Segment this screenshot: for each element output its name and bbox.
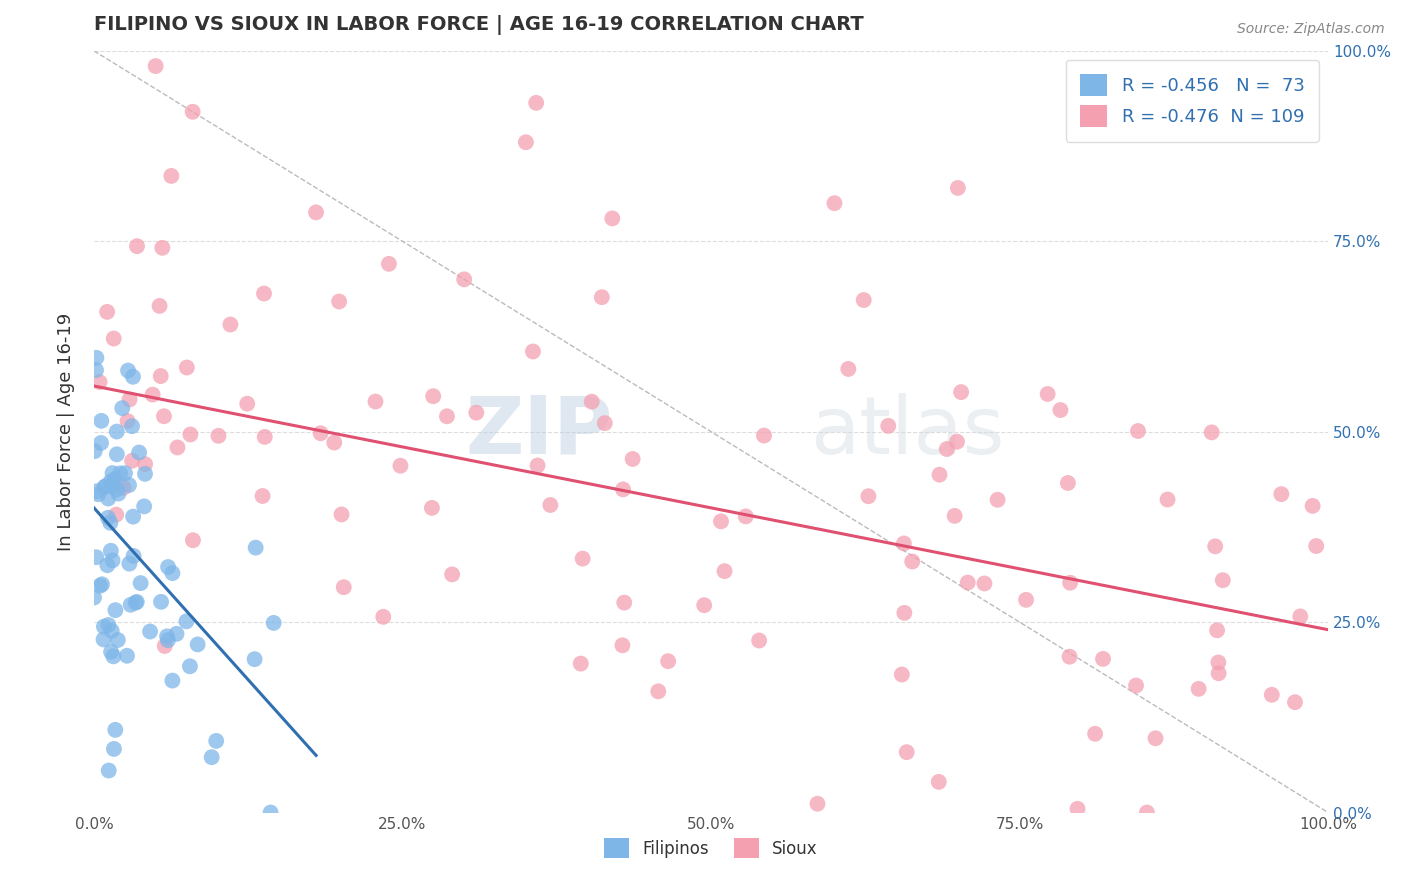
Point <box>97 764 120 778</box>
Point <box>364 394 387 409</box>
Point <box>1208 666 1230 681</box>
Point <box>1208 656 1230 670</box>
Point <box>104 472 127 486</box>
Point <box>93 620 115 634</box>
Point <box>100 475 122 489</box>
Point <box>378 257 401 271</box>
Point <box>1187 681 1209 696</box>
Point <box>122 369 145 384</box>
Point <box>118 478 141 492</box>
Point <box>134 500 156 514</box>
Point <box>236 397 259 411</box>
Point <box>1270 487 1292 501</box>
Point <box>86 351 108 365</box>
Point <box>600 211 623 226</box>
Point <box>852 293 875 307</box>
Point <box>166 441 188 455</box>
Point <box>1049 403 1071 417</box>
Point <box>93 632 115 647</box>
Point <box>121 454 143 468</box>
Point <box>153 639 176 653</box>
Point <box>422 389 444 403</box>
Point <box>105 483 128 497</box>
Point <box>176 615 198 629</box>
Point <box>453 272 475 286</box>
Point <box>893 536 915 550</box>
Point <box>1125 679 1147 693</box>
Point <box>253 430 276 444</box>
Point <box>252 489 274 503</box>
Point <box>101 478 124 492</box>
Point <box>710 514 733 528</box>
Point <box>571 551 593 566</box>
Point <box>1059 575 1081 590</box>
Point <box>96 558 118 573</box>
Point <box>84 550 107 565</box>
Text: FILIPINO VS SIOUX IN LABOR FORCE | AGE 16-19 CORRELATION CHART: FILIPINO VS SIOUX IN LABOR FORCE | AGE 1… <box>94 15 863 35</box>
Point <box>125 239 148 253</box>
Point <box>1084 727 1107 741</box>
Point <box>179 659 201 673</box>
Point <box>943 508 966 523</box>
Point <box>950 385 973 400</box>
Point <box>128 445 150 459</box>
Point <box>858 489 880 503</box>
Point <box>108 467 131 481</box>
Y-axis label: In Labor Force | Age 16-19: In Labor Force | Age 16-19 <box>58 312 75 551</box>
Point <box>1212 573 1234 587</box>
Point <box>748 633 770 648</box>
Point <box>153 409 176 424</box>
Point <box>928 467 950 482</box>
Point <box>441 567 464 582</box>
Point <box>890 667 912 681</box>
Point <box>100 544 122 558</box>
Point <box>150 241 173 255</box>
Text: atlas: atlas <box>810 392 1004 471</box>
Point <box>647 684 669 698</box>
Point <box>928 775 950 789</box>
Point <box>243 652 266 666</box>
Point <box>103 742 125 756</box>
Point <box>436 409 458 424</box>
Point <box>1015 592 1038 607</box>
Point <box>1144 731 1167 746</box>
Point <box>259 805 281 820</box>
Point <box>946 181 969 195</box>
Point <box>117 363 139 377</box>
Point <box>612 638 634 652</box>
Point <box>98 516 121 530</box>
Legend: R = -0.456   N =  73, R = -0.476  N = 109: R = -0.456 N = 73, R = -0.476 N = 109 <box>1066 60 1319 142</box>
Point <box>734 509 756 524</box>
Point <box>219 318 242 332</box>
Point <box>84 363 107 377</box>
Point <box>91 577 114 591</box>
Point <box>139 624 162 639</box>
Point <box>538 498 561 512</box>
Point <box>1059 649 1081 664</box>
Point <box>823 196 845 211</box>
Point <box>145 59 167 73</box>
Point <box>1204 539 1226 553</box>
Point <box>83 444 105 458</box>
Point <box>1036 387 1059 401</box>
Point <box>309 426 332 441</box>
Point <box>148 299 170 313</box>
Point <box>181 533 204 548</box>
Point <box>201 750 224 764</box>
Point <box>935 442 957 456</box>
Point <box>100 624 122 638</box>
Point <box>752 428 775 442</box>
Point <box>97 491 120 506</box>
Point <box>245 541 267 555</box>
Point <box>160 169 183 183</box>
Point <box>107 486 129 500</box>
Point <box>713 564 735 578</box>
Point <box>621 452 644 467</box>
Point <box>118 392 141 407</box>
Point <box>1302 499 1324 513</box>
Point <box>524 95 547 110</box>
Point <box>569 657 592 671</box>
Point <box>114 466 136 480</box>
Point <box>149 369 172 384</box>
